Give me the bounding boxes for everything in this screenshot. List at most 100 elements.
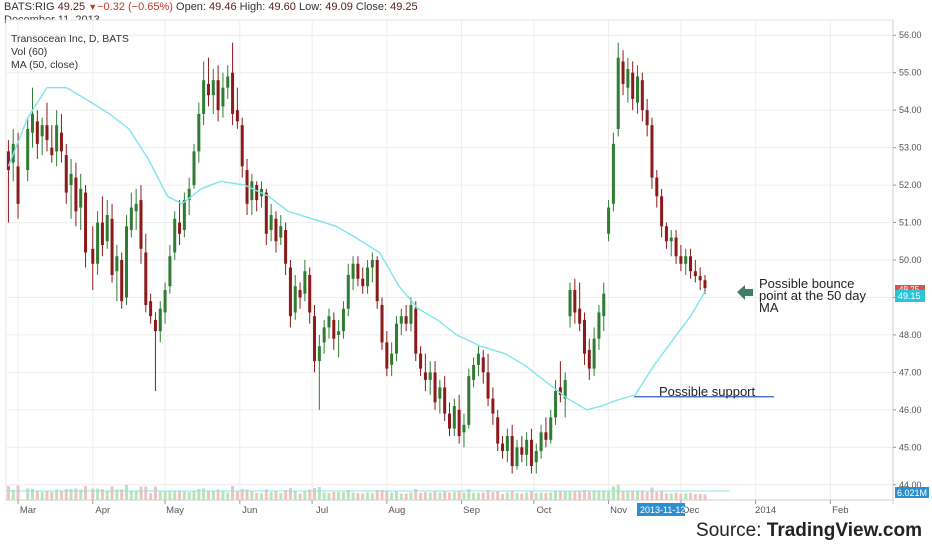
- candle: [481, 349, 485, 384]
- volume-bar: [399, 493, 403, 500]
- candle-body: [481, 357, 485, 373]
- candle: [501, 436, 505, 459]
- candle-body: [216, 80, 220, 111]
- volume-bar: [115, 489, 119, 500]
- candle-body: [640, 80, 644, 111]
- candle-body: [636, 76, 640, 103]
- candle-body: [115, 256, 119, 272]
- volume-bar: [197, 489, 201, 500]
- volume-bar: [134, 491, 138, 500]
- volume-bar: [303, 491, 307, 500]
- candle: [549, 409, 553, 444]
- candle: [59, 113, 63, 163]
- candle-body: [448, 413, 451, 429]
- candle-body: [317, 346, 321, 362]
- candle-body: [457, 409, 461, 437]
- candle-body: [206, 83, 210, 96]
- time-tick-label: Mar: [20, 505, 36, 516]
- candle: [693, 260, 697, 283]
- candle: [554, 379, 558, 425]
- candle: [26, 117, 30, 182]
- candle: [144, 233, 148, 313]
- candle-body: [100, 222, 104, 246]
- candle: [269, 203, 273, 242]
- candle: [153, 312, 157, 392]
- candle-body: [679, 256, 683, 264]
- candle: [211, 68, 215, 114]
- symbol: BATS:RIG: [4, 1, 55, 13]
- candle: [16, 132, 20, 219]
- candle: [197, 102, 201, 163]
- candle-body: [689, 256, 693, 272]
- candle: [486, 353, 490, 407]
- candle-body: [158, 308, 162, 332]
- candle-body: [59, 132, 63, 152]
- candle: [433, 361, 437, 410]
- candle: [414, 301, 418, 362]
- candle: [525, 432, 529, 467]
- candle-body: [192, 151, 196, 186]
- volume-bar: [457, 490, 461, 500]
- candle-body: [496, 417, 500, 444]
- high-value: 49.60: [268, 1, 296, 13]
- volume-bar: [74, 488, 78, 500]
- candle-body: [544, 432, 548, 440]
- volume-bar: [554, 491, 558, 500]
- time-tick-label: Jun: [242, 505, 257, 516]
- volume-bar: [216, 489, 220, 500]
- volume-bar: [626, 491, 630, 500]
- candle-body: [529, 439, 533, 467]
- candle-body: [534, 451, 538, 463]
- candle-body: [341, 308, 345, 332]
- time-tick-label: May: [166, 505, 184, 516]
- candle: [288, 260, 292, 328]
- price-badge: 49.15: [895, 290, 925, 302]
- candle: [346, 263, 350, 317]
- candle-body: [356, 263, 360, 279]
- volume-bar: [125, 485, 129, 500]
- candle: [515, 439, 519, 470]
- time-tick-label: Oct: [536, 505, 551, 516]
- candle-body: [433, 372, 437, 403]
- volume-bar: [69, 489, 73, 500]
- volume-bar: [582, 490, 586, 500]
- volume-bar: [192, 491, 196, 500]
- volume-bar: [110, 486, 114, 500]
- time-tick-label: Feb: [832, 505, 848, 516]
- volume-bar: [361, 493, 365, 500]
- candle: [496, 409, 500, 452]
- candle: [510, 424, 514, 474]
- candle: [115, 245, 119, 302]
- volume-bar: [380, 490, 384, 500]
- volume-bar: [332, 492, 336, 500]
- candle: [313, 304, 317, 373]
- candle-body: [45, 125, 49, 141]
- volume-bar: [472, 493, 476, 500]
- candle-body: [486, 372, 490, 399]
- candle-body: [6, 151, 10, 171]
- candle-body: [582, 319, 586, 354]
- candle: [462, 413, 466, 448]
- candle-body: [554, 391, 558, 418]
- volume-bar: [703, 494, 707, 500]
- legend-volume: Vol (60): [11, 46, 48, 58]
- candle-body: [404, 316, 408, 324]
- candle: [187, 177, 191, 216]
- candle: [163, 282, 167, 324]
- candle: [139, 185, 143, 264]
- candle-body: [84, 192, 88, 253]
- volume-bar: [409, 492, 413, 500]
- volume-bar: [669, 493, 673, 500]
- candle-body: [149, 301, 153, 317]
- candle: [664, 222, 668, 249]
- volume-bar: [235, 491, 239, 500]
- candle-body: [650, 125, 654, 178]
- candle: [636, 65, 640, 114]
- low-value: 49.09: [325, 1, 353, 13]
- candle: [366, 260, 370, 294]
- candle-body: [370, 260, 374, 268]
- volume-bar: [341, 492, 345, 500]
- volume-bar: [105, 490, 109, 500]
- volume-bar: [621, 491, 625, 500]
